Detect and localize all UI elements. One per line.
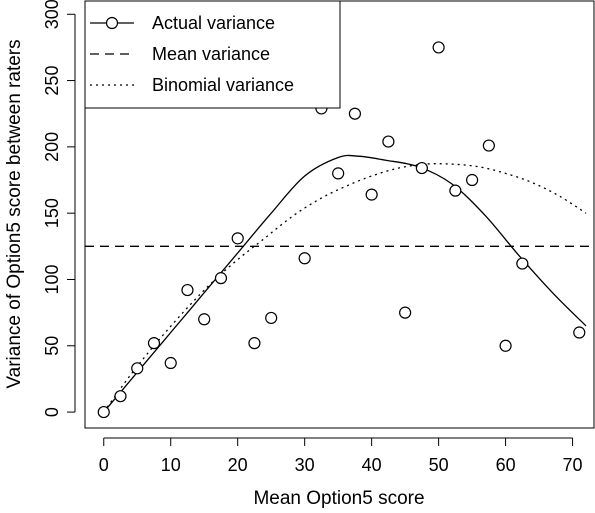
legend: Actual variance Mean variance Binomial var…	[84, 0, 341, 109]
data-point	[114, 390, 127, 403]
data-point	[147, 337, 161, 350]
data-point	[466, 173, 479, 187]
x-tick-label: 70	[563, 455, 583, 475]
actual-variance-smooth-line	[103, 154, 587, 413]
legend-label: Binomial variance	[152, 75, 294, 95]
data-point	[516, 257, 529, 270]
y-tick-label: 250	[42, 66, 62, 96]
legend-label: Mean variance	[152, 44, 270, 64]
y-tick-label: 150	[42, 198, 62, 228]
data-point	[248, 337, 261, 350]
data-point	[449, 184, 462, 197]
data-point	[164, 356, 177, 370]
data-point	[332, 167, 345, 180]
series-layer	[85, 41, 594, 419]
data-point	[415, 161, 428, 175]
data-point	[231, 232, 244, 245]
x-tick-label: 20	[228, 455, 248, 475]
x-tick-label: 10	[161, 455, 181, 475]
y-tick-label: 100	[42, 264, 62, 294]
x-tick-label: 40	[362, 455, 382, 475]
data-point	[198, 313, 211, 326]
y-tick-label: 200	[42, 132, 62, 162]
binomial-variance-curve	[103, 163, 587, 413]
y-tick-label: 300	[42, 0, 62, 29]
x-tick-label: 50	[429, 455, 449, 475]
data-point	[97, 405, 110, 419]
data-point	[482, 139, 495, 152]
data-point	[573, 326, 586, 339]
x-axis-title: Mean Option5 score	[253, 488, 424, 509]
data-point	[499, 339, 512, 352]
y-axis-title: Variance of Option5 score between raters	[4, 39, 25, 388]
x-tick-label: 0	[99, 455, 109, 475]
legend-marker	[105, 16, 119, 30]
x-axis: 0 10 20 30 40 50 60 70	[99, 437, 583, 475]
data-point	[432, 41, 445, 54]
data-point	[181, 283, 194, 297]
y-axis: 0 50 100 150 200 250 300	[42, 0, 76, 417]
x-tick-label: 30	[295, 455, 315, 475]
data-point	[298, 252, 311, 265]
y-tick-label: 50	[42, 336, 62, 356]
legend-label: Actual variance	[152, 13, 275, 33]
data-point	[265, 311, 278, 325]
data-point	[214, 272, 228, 285]
y-tick-label: 0	[42, 407, 62, 417]
x-tick-label: 60	[496, 455, 516, 475]
data-point	[399, 306, 412, 319]
data-point	[348, 107, 362, 120]
data-point	[131, 362, 144, 375]
data-point	[382, 135, 395, 148]
data-point	[365, 188, 378, 201]
